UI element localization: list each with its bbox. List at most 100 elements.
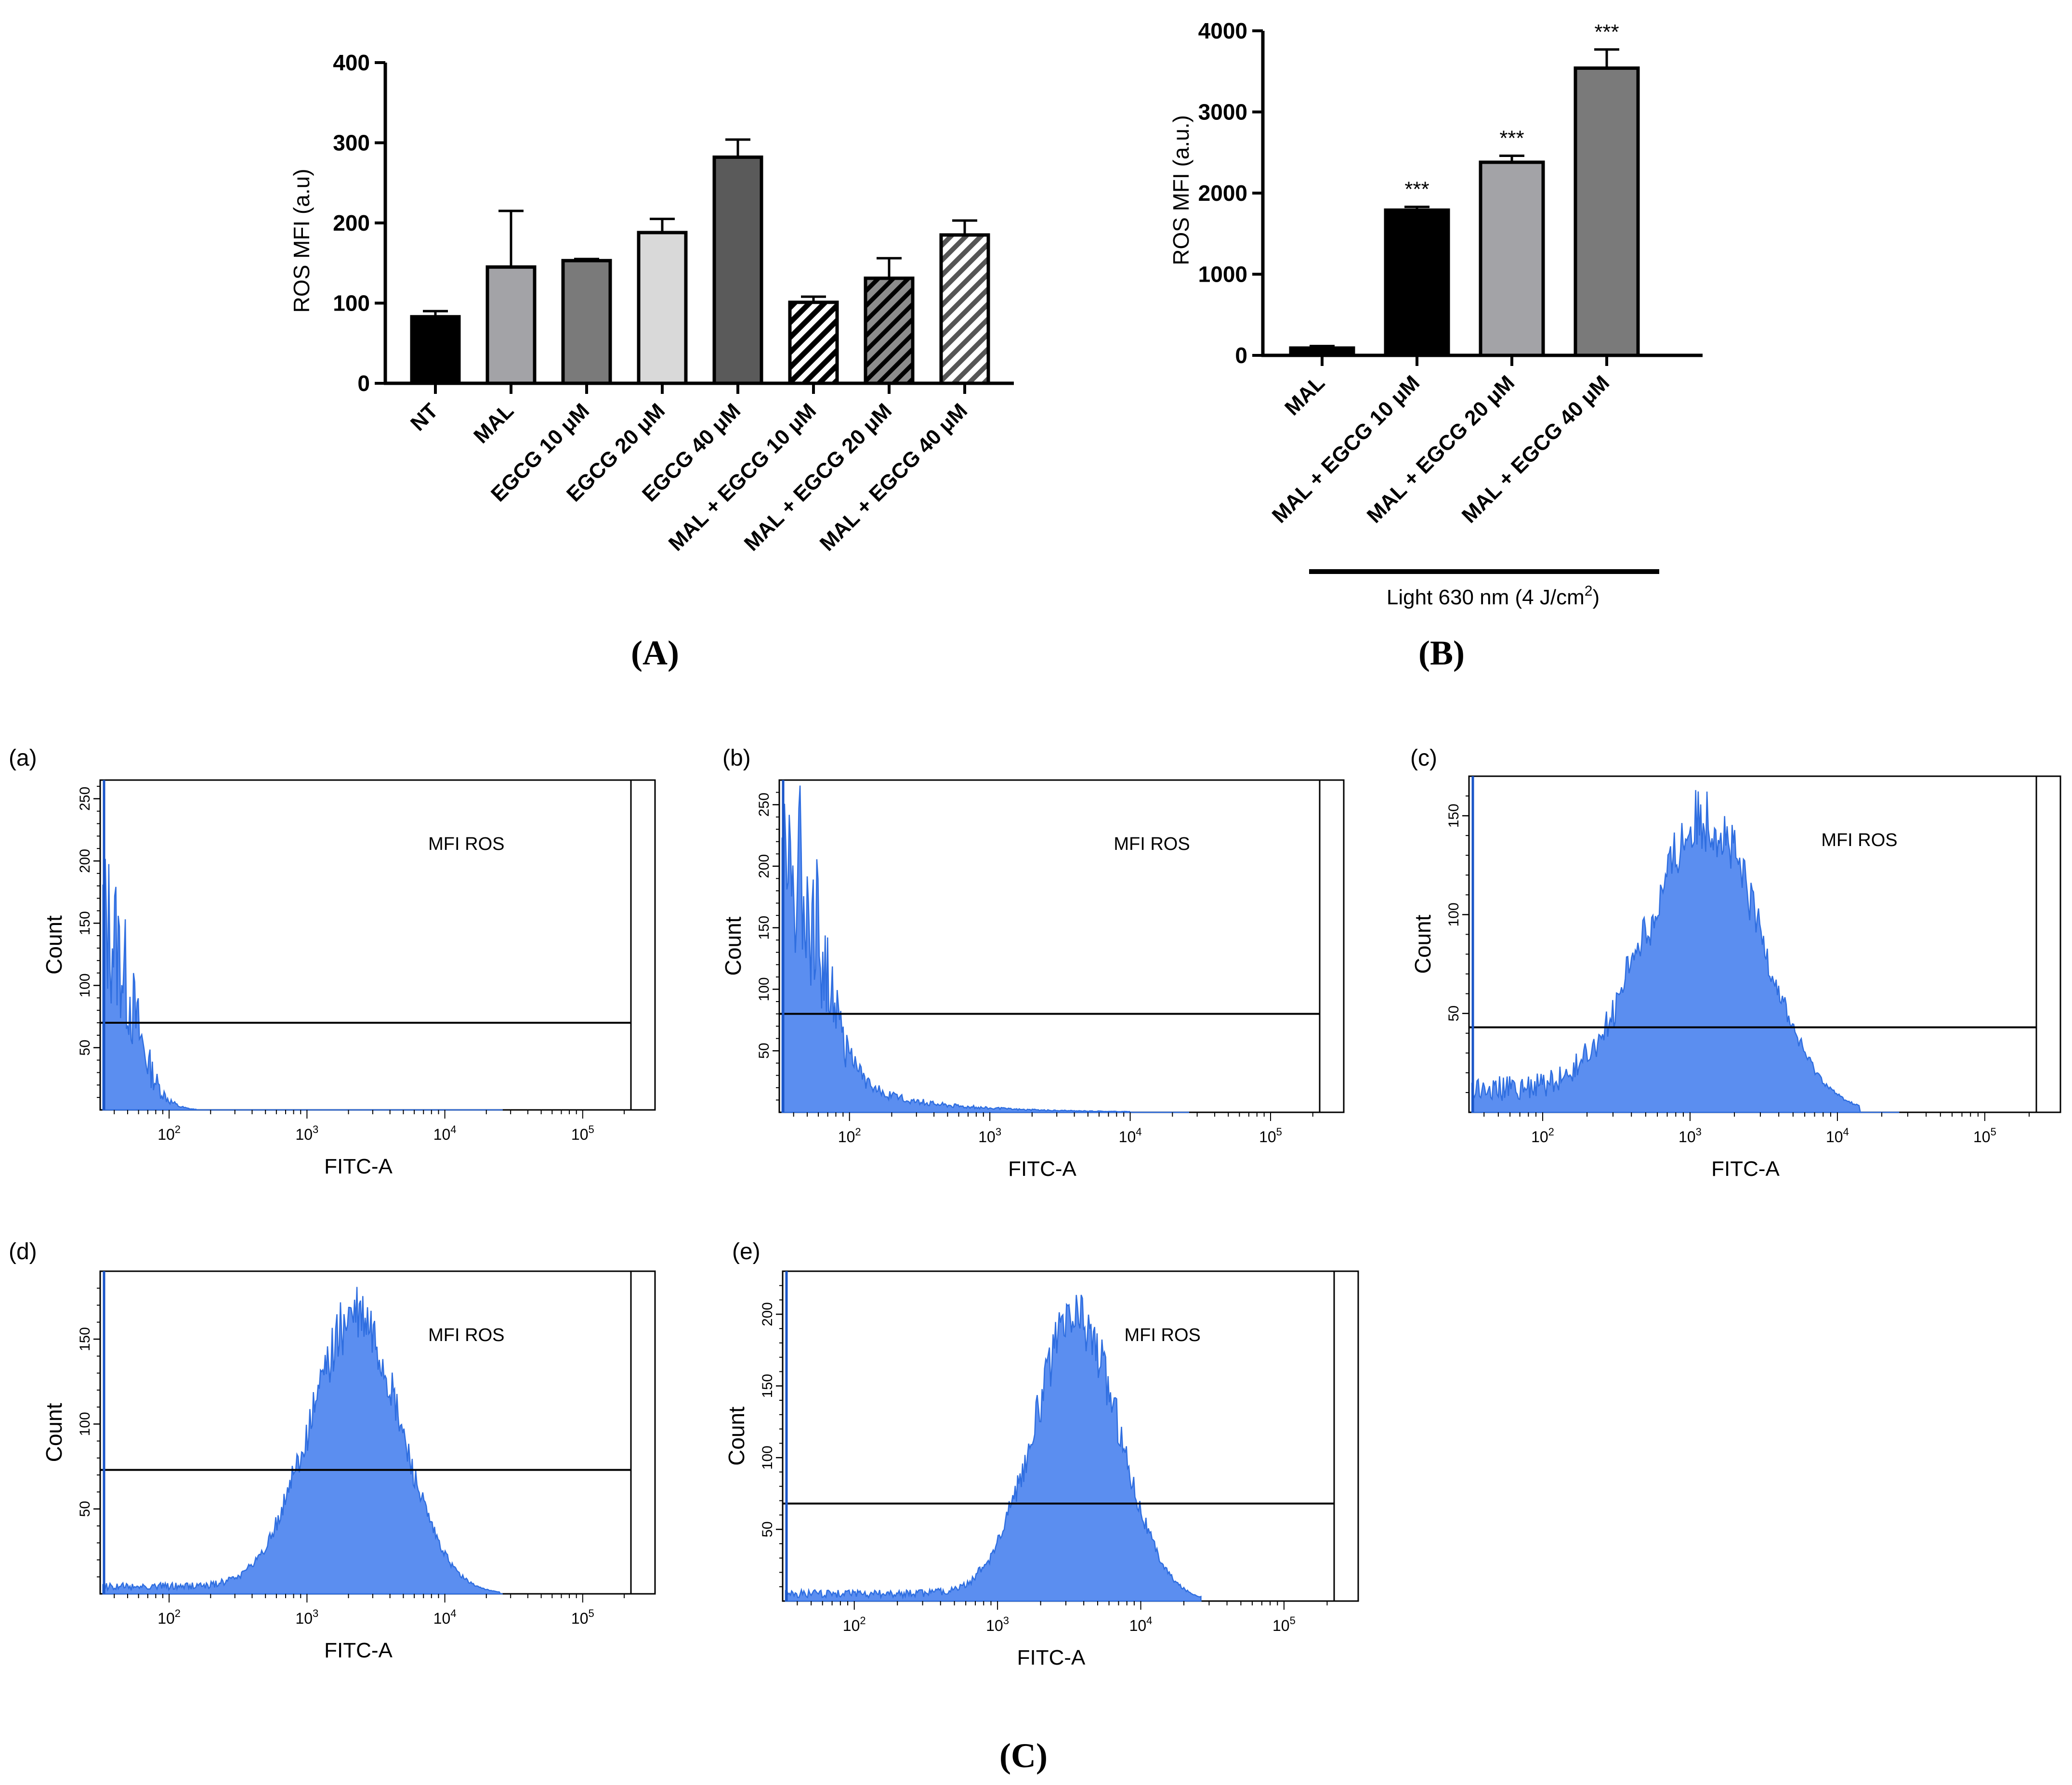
significance-label: *** [1404,178,1429,201]
gate-label: MFI ROS [428,834,504,854]
y-tick-label: 200 [760,1302,775,1326]
bar-chart-b: ROS MFI (a.u.) Light 630 nm (4 J/cm2) (B… [1168,18,1703,672]
y-tick-label: 3000 [1198,100,1247,125]
y-tick-label: 50 [77,1501,93,1517]
x-tick-exponent: 3 [313,1607,318,1619]
gate-label: MFI ROS [1114,834,1190,854]
x-tick-base: 10 [157,1610,175,1627]
x-tick-label: 105 [1272,1615,1296,1634]
x-tick-label: 103 [1679,1126,1702,1146]
y-tick-label: 250 [77,787,93,811]
x-tick-exponent: 2 [860,1615,866,1627]
x-tick-base: 10 [1129,1617,1147,1634]
x-tick-exponent: 2 [175,1607,181,1619]
bar [1289,346,1355,357]
x-tick-exponent: 5 [1276,1126,1282,1138]
y-tick-label: 100 [77,1412,93,1436]
x-tick-exponent: 5 [1290,1615,1296,1627]
chart-b-light-label: Light 630 nm (4 J/cm2) [1387,583,1600,609]
x-tick-label: 103 [295,1123,318,1143]
histogram-label: (b) [722,745,751,771]
x-tick-label: 105 [1973,1126,1996,1146]
x-tick-label: 103 [986,1615,1009,1634]
y-tick-label: 150 [77,1327,93,1351]
x-tick-exponent: 5 [1991,1126,1996,1138]
x-axis-label: FITC-A [1008,1157,1076,1181]
y-tick-label: 150 [760,1374,775,1398]
y-tick-label: 100 [77,973,93,997]
x-tick-label: MAL + EGCG 40 μM [815,399,972,555]
x-tick-base: 10 [1531,1128,1548,1146]
x-tick-base: 10 [433,1126,451,1143]
histogram-area [781,785,1189,1113]
x-tick-base: 10 [843,1617,860,1634]
x-tick-base: 10 [1679,1128,1696,1146]
chart-a-y-axis-label: ROS MFI (a.u) [289,169,314,313]
y-tick-label: 1000 [1198,262,1247,287]
histogram-area [102,859,503,1111]
y-tick-label: 150 [77,911,93,935]
histogram-label: (e) [732,1239,761,1264]
x-tick-base: 10 [986,1617,1003,1634]
x-tick-label: 103 [295,1607,318,1627]
x-tick-label: 104 [1119,1126,1142,1146]
x-tick-exponent: 4 [1146,1615,1152,1627]
y-tick-label: 200 [77,849,93,873]
x-tick-label: 105 [571,1607,594,1627]
y-tick-label: 4000 [1198,18,1247,43]
x-tick-base: 10 [433,1610,451,1627]
x-tick-exponent: 3 [1696,1126,1702,1138]
bar [1384,208,1450,357]
histogram-frame [99,779,656,1111]
y-tick-label: 0 [357,371,370,396]
x-tick-label: 104 [1129,1615,1153,1634]
x-tick-base: 10 [571,1610,589,1627]
x-tick-exponent: 2 [1548,1126,1554,1138]
histogram-area [1471,790,1900,1113]
x-tick-base: 10 [295,1126,313,1143]
x-tick-exponent: 4 [450,1607,456,1619]
x-tick-exponent: 2 [855,1126,861,1138]
x-tick-exponent: 4 [1136,1126,1141,1138]
x-tick-label: 104 [433,1123,457,1143]
x-tick-base: 10 [978,1128,996,1146]
x-tick-label: MAL [469,399,518,448]
chart-a-panel-label: (A) [631,634,679,672]
histogram-area [785,1294,1202,1602]
x-tick-exponent: 4 [450,1123,456,1135]
bar [939,233,990,385]
y-tick-label: 100 [756,977,772,1001]
x-tick-label: MAL + EGCG 20 μM [740,399,896,555]
x-tick-base: 10 [1259,1128,1276,1146]
x-tick-label: 102 [1531,1126,1554,1146]
y-tick-label: 150 [756,916,772,940]
x-tick-base: 10 [157,1126,175,1143]
histogram-label: (c) [1410,745,1437,771]
y-tick-label: 200 [756,854,772,878]
x-tick-label: MAL + EGCG 10 μM [664,399,821,555]
x-tick-base: 10 [1973,1128,1991,1146]
x-tick-exponent: 3 [313,1123,318,1135]
gate-label: MFI ROS [428,1325,504,1345]
x-tick-label: 105 [1259,1126,1282,1146]
y-axis-label: Count [41,915,66,975]
bar [637,231,688,385]
x-tick-label: MAL [1280,371,1329,420]
y-tick-label: 50 [756,1043,772,1059]
x-tick-exponent: 3 [996,1126,1001,1138]
x-tick-label: 102 [838,1126,861,1146]
x-tick-label: 104 [1826,1126,1849,1146]
significance-label: *** [1594,20,1619,44]
x-axis-label: FITC-A [324,1155,393,1178]
histogram-area [102,1287,503,1595]
histogram-label: (a) [9,745,37,771]
y-tick-label: 50 [1446,1005,1462,1021]
x-tick-label: 103 [978,1126,1001,1146]
light-label-close: ) [1592,586,1600,609]
bar [1574,66,1640,357]
x-tick-exponent: 3 [1003,1615,1009,1627]
